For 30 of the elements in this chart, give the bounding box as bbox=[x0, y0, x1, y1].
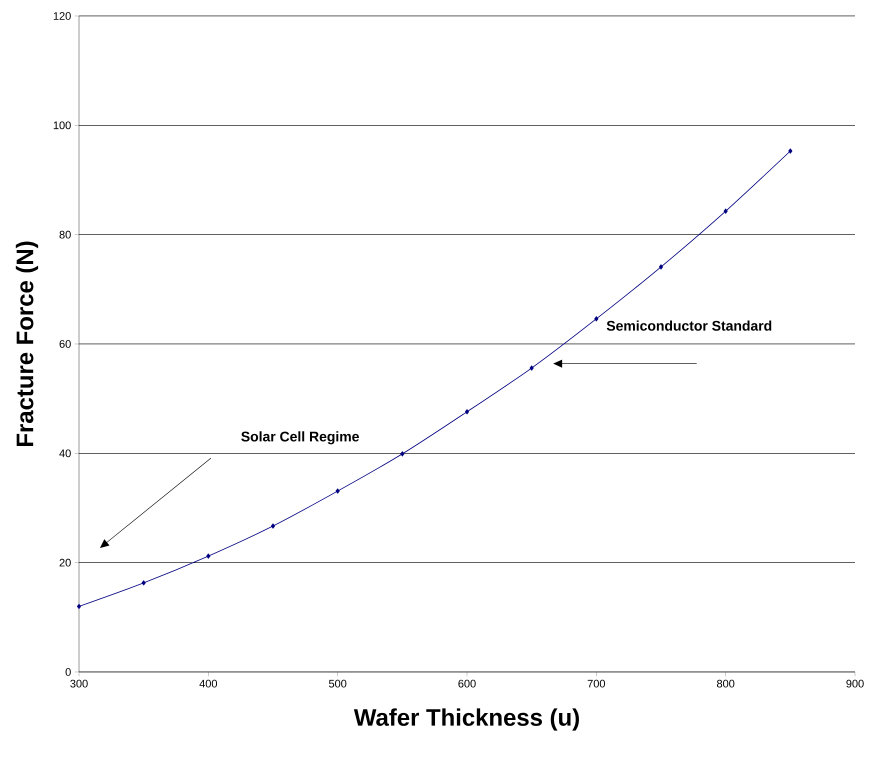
y-tick-label: 40 bbox=[59, 449, 71, 458]
point bbox=[142, 580, 146, 586]
point bbox=[336, 488, 340, 494]
point bbox=[530, 365, 534, 371]
x-tick-label: 800 bbox=[717, 680, 734, 688]
y-tick-label: 20 bbox=[60, 558, 71, 567]
point bbox=[594, 316, 598, 322]
point bbox=[658, 264, 664, 270]
x-tick-label: 300 bbox=[70, 680, 88, 688]
x-tick-label: 600 bbox=[458, 680, 476, 688]
x-axis-title: Wafer Thickness (u) bbox=[354, 708, 579, 731]
y-tick-label: 100 bbox=[54, 121, 71, 130]
point bbox=[788, 148, 792, 154]
y-tick-label: 80 bbox=[60, 230, 71, 239]
point bbox=[270, 523, 276, 529]
y-tick-label: 60 bbox=[60, 340, 71, 348]
point bbox=[206, 554, 210, 559]
x-tick-label: 500 bbox=[328, 680, 346, 688]
point bbox=[76, 604, 82, 609]
y-tick-label: 120 bbox=[54, 12, 71, 20]
point bbox=[724, 208, 728, 214]
annotation: Solar Cell Regime bbox=[241, 431, 359, 444]
annotation: Semiconductor Standard bbox=[606, 320, 772, 331]
x-tick-label: 700 bbox=[588, 680, 606, 688]
y-tick-label: 0 bbox=[66, 668, 71, 676]
point bbox=[464, 409, 470, 414]
y-axis-title: Fracture Force (N) bbox=[16, 242, 38, 446]
point bbox=[400, 451, 404, 456]
x-tick-label: 400 bbox=[199, 680, 218, 688]
x-tick-label: 900 bbox=[846, 680, 864, 688]
